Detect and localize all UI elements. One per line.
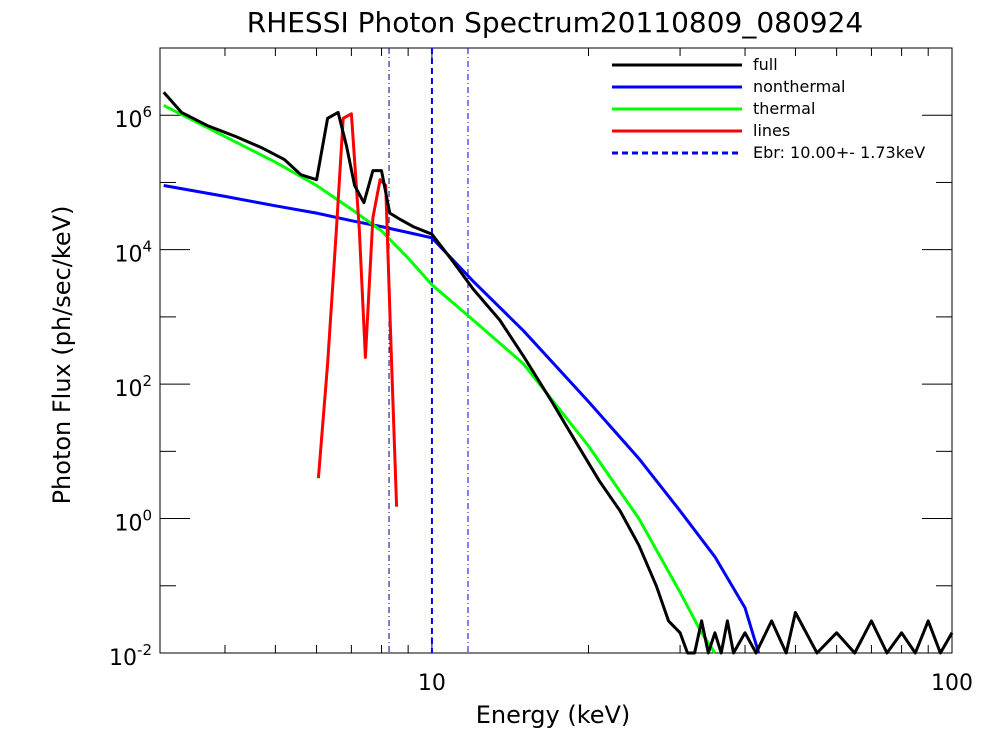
y-tick-label: 102 [114, 372, 152, 402]
legend: full nonthermal thermal lines Ebr: 10.00+- 1… [612, 55, 925, 162]
series-line-full [162, 91, 954, 655]
x-tick-labels: 10 100 [418, 671, 973, 696]
y-tick-label: 104 [114, 238, 152, 268]
x-axis-label: Energy (keV) [476, 701, 631, 729]
legend-label: thermal [753, 99, 815, 118]
legend-label: Ebr: 10.00+- 1.73keV [753, 143, 925, 162]
y-axis-label: Photon Flux (ph/sec/keV) [48, 206, 76, 505]
series-line-lines [316, 112, 399, 507]
y-tick-labels: 106 104 102 100 10-2 [109, 103, 152, 671]
series-line-thermal [163, 104, 717, 654]
x-tick-label: 100 [931, 671, 973, 696]
legend-label: lines [753, 121, 790, 140]
chart-title: RHESSI Photon Spectrum20110809_080924 [247, 6, 864, 39]
x-tick-label: 10 [418, 671, 446, 696]
legend-label: nonthermal [753, 77, 845, 96]
reference-lines [388, 48, 469, 653]
series-line-nonthermal [163, 184, 761, 654]
plot-frame [159, 47, 953, 654]
axis-ticks [159, 47, 953, 654]
y-tick-label: 106 [114, 103, 152, 133]
series-group [162, 91, 954, 655]
legend-label: full [753, 55, 778, 74]
y-tick-label: 100 [114, 507, 152, 537]
y-tick-label: 10-2 [109, 641, 152, 671]
plot-area [159, 47, 954, 655]
